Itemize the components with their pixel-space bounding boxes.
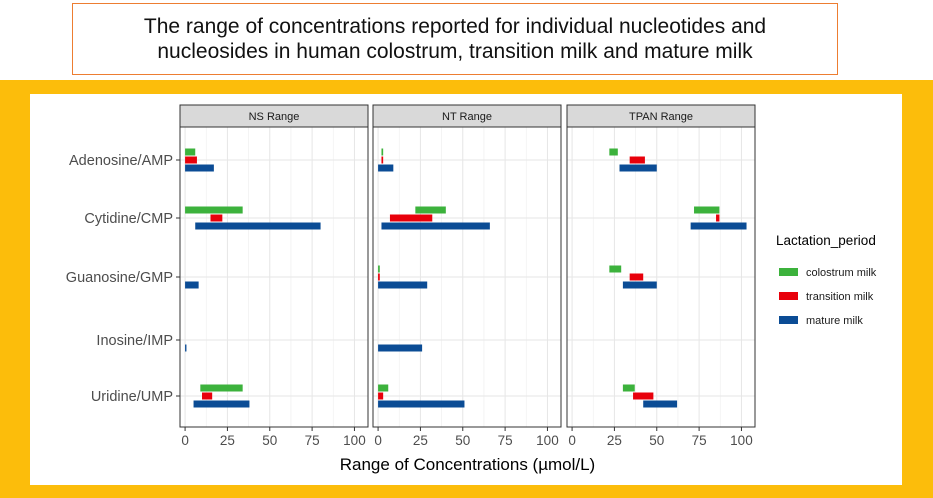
bar-tpan-range-mature-milk-guanosine-gmp xyxy=(622,281,657,289)
y-tick-label-inosine-imp: Inosine/IMP xyxy=(96,333,173,349)
x-tick-label: 50 xyxy=(262,433,277,448)
panel-tpan-range: TPAN Range 0 25 50 75 100 xyxy=(566,104,756,448)
x-tick-label: 0 xyxy=(374,433,382,448)
bar-ns-range-transition-milk-adenosine-amp xyxy=(185,156,197,164)
legend-title: Lactation_period xyxy=(776,233,876,248)
x-tick-label: 0 xyxy=(181,433,189,448)
bar-ns-range-transition-milk-cytidine-cmp xyxy=(210,214,223,222)
bar-ns-range-mature-milk-cytidine-cmp xyxy=(195,222,321,230)
bar-tpan-range-colostrum-milk-uridine-ump xyxy=(622,384,635,392)
y-tick-label-uridine-ump: Uridine/UMP xyxy=(91,389,173,405)
x-tick-label: 25 xyxy=(413,433,428,448)
bar-ns-range-colostrum-milk-cytidine-cmp xyxy=(185,206,243,214)
legend-label-colostrum-milk: colostrum milk xyxy=(806,267,877,279)
bar-tpan-range-transition-milk-guanosine-gmp xyxy=(629,273,644,281)
bar-nt-range-colostrum-milk-guanosine-gmp xyxy=(378,265,380,273)
bar-nt-range-transition-milk-uridine-ump xyxy=(378,392,384,400)
title-line-1: The range of concentrations reported for… xyxy=(143,15,767,38)
y-tick-label-guanosine-gmp: Guanosine/GMP xyxy=(66,270,173,286)
legend-label-transition-milk: transition milk xyxy=(806,291,874,303)
title-box: The range of concentrations reported for… xyxy=(72,3,838,75)
legend-key-transition-milk xyxy=(779,292,798,300)
y-tick-label-cytidine-cmp: Cytidine/CMP xyxy=(84,211,173,227)
bar-nt-range-transition-milk-cytidine-cmp xyxy=(389,214,433,222)
panel-ns-range: NS Range 0 25 50 75 100 xyxy=(179,104,369,448)
bar-nt-range-colostrum-milk-adenosine-amp xyxy=(381,148,384,156)
bar-nt-range-colostrum-milk-cytidine-cmp xyxy=(415,206,446,214)
facet-strip xyxy=(372,104,562,128)
bar-nt-range-colostrum-milk-uridine-ump xyxy=(378,384,389,392)
bar-tpan-range-colostrum-milk-adenosine-amp xyxy=(609,148,618,156)
x-tick-label: 50 xyxy=(455,433,470,448)
bar-ns-range-mature-milk-adenosine-amp xyxy=(185,164,214,172)
bar-nt-range-mature-milk-cytidine-cmp xyxy=(381,222,490,230)
bar-ns-range-transition-milk-uridine-ump xyxy=(202,392,213,400)
legend-key-colostrum-milk xyxy=(779,268,798,276)
facet-strip-label: NT Range xyxy=(442,111,492,123)
legend: Lactation_period colostrum milk transition… xyxy=(776,233,877,327)
facet-strip-label: TPAN Range xyxy=(629,111,693,123)
panel-nt-range: NT Range 0 25 50 75 100 xyxy=(372,104,562,448)
bar-tpan-range-transition-milk-cytidine-cmp xyxy=(716,214,720,222)
y-tick-label-adenosine-amp: Adenosine/AMP xyxy=(69,153,173,169)
bar-ns-range-colostrum-milk-adenosine-amp xyxy=(185,148,196,156)
legend-key-mature-milk xyxy=(779,316,798,324)
legend-label-mature-milk: mature milk xyxy=(806,315,863,327)
bar-nt-range-mature-milk-uridine-ump xyxy=(378,400,465,408)
x-tick-label: 25 xyxy=(607,433,622,448)
bar-tpan-range-transition-milk-adenosine-amp xyxy=(629,156,645,164)
x-axis-title: Range of Concentrations (µmol/L) xyxy=(340,455,595,474)
bar-ns-range-colostrum-milk-uridine-ump xyxy=(200,384,243,392)
title-line-2: nucleosides in human colostrum, transiti… xyxy=(157,40,753,63)
bar-ns-range-mature-milk-inosine-imp xyxy=(185,344,187,352)
bar-nt-range-transition-milk-guanosine-gmp xyxy=(378,273,380,281)
facet-strip-label: NS Range xyxy=(249,111,300,123)
bar-tpan-range-transition-milk-uridine-ump xyxy=(633,392,654,400)
bar-tpan-range-mature-milk-cytidine-cmp xyxy=(690,222,747,230)
x-tick-label: 25 xyxy=(220,433,235,448)
bar-nt-range-mature-milk-adenosine-amp xyxy=(378,164,394,172)
facet-strip xyxy=(566,104,756,128)
x-tick-label: 75 xyxy=(305,433,320,448)
x-tick-label: 100 xyxy=(730,433,753,448)
bar-tpan-range-mature-milk-uridine-ump xyxy=(643,400,678,408)
bar-nt-range-mature-milk-inosine-imp xyxy=(378,344,423,352)
bar-tpan-range-colostrum-milk-guanosine-gmp xyxy=(609,265,622,273)
bar-ns-range-mature-milk-uridine-ump xyxy=(193,400,250,408)
bar-nt-range-transition-milk-adenosine-amp xyxy=(381,156,384,164)
bar-nt-range-mature-milk-guanosine-gmp xyxy=(378,281,428,289)
x-tick-label: 75 xyxy=(692,433,707,448)
bar-tpan-range-colostrum-milk-cytidine-cmp xyxy=(694,206,720,214)
x-tick-label: 75 xyxy=(498,433,513,448)
facet-strip xyxy=(179,104,369,128)
bar-ns-range-mature-milk-guanosine-gmp xyxy=(185,281,199,289)
x-tick-label: 50 xyxy=(649,433,664,448)
x-tick-label: 0 xyxy=(568,433,576,448)
x-tick-label: 100 xyxy=(536,433,559,448)
bar-tpan-range-mature-milk-adenosine-amp xyxy=(619,164,657,172)
x-tick-label: 100 xyxy=(343,433,366,448)
